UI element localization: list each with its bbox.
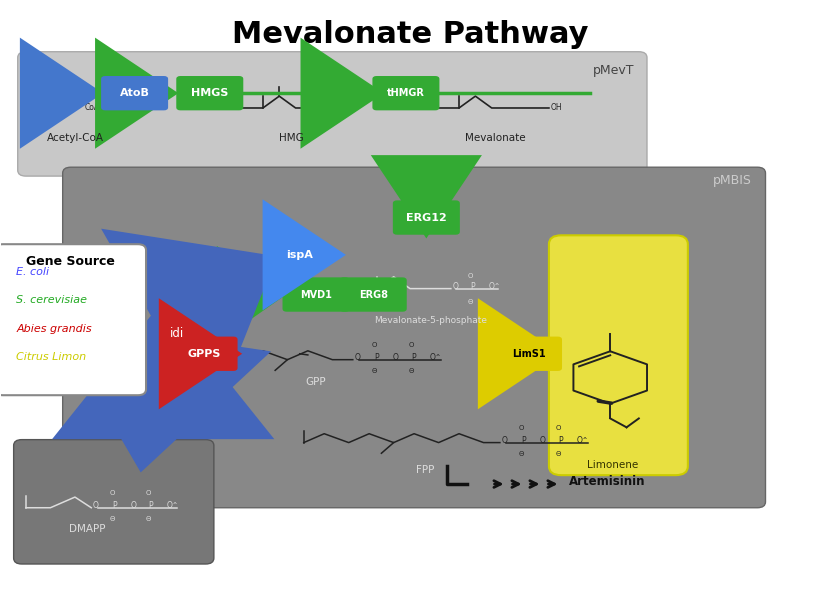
Text: O: O [555,425,561,431]
Text: O: O [170,285,176,295]
Text: HMG: HMG [278,133,304,143]
Text: Θ: Θ [110,516,115,522]
FancyBboxPatch shape [0,244,146,395]
Text: P: P [373,353,378,362]
Text: O: O [354,353,360,362]
Text: O: O [110,490,115,496]
Text: ispA: ispA [286,250,313,260]
Text: O: O [409,342,414,348]
Text: O⌃: O⌃ [488,283,500,292]
Text: GPP: GPP [305,377,326,387]
Text: Artemisinin: Artemisinin [568,475,645,487]
Text: P: P [411,353,416,362]
Text: OH: OH [550,104,562,112]
Text: tHMGR: tHMGR [387,88,424,98]
Text: ERG12: ERG12 [405,212,446,223]
Text: MVD1: MVD1 [300,290,332,299]
Text: CoA: CoA [329,107,345,115]
Text: P: P [148,501,153,510]
FancyBboxPatch shape [101,76,168,110]
Text: FPP: FPP [415,465,433,474]
Text: Θ: Θ [146,516,151,522]
FancyBboxPatch shape [548,235,687,475]
FancyBboxPatch shape [18,52,646,176]
FancyBboxPatch shape [283,277,349,312]
Text: pMBIS: pMBIS [712,174,751,187]
Text: O: O [467,273,473,278]
Text: Θ: Θ [148,302,153,308]
Text: S. cerevisiae: S. cerevisiae [16,295,87,305]
Text: IPP: IPP [112,318,128,328]
Text: Mevalonate: Mevalonate [465,133,526,143]
Text: CoA: CoA [84,104,100,112]
Text: O: O [188,274,192,280]
Text: HO: HO [416,101,428,109]
FancyBboxPatch shape [170,337,238,371]
Text: E. coli: E. coli [16,267,49,277]
Text: Θ: Θ [555,451,561,457]
FancyBboxPatch shape [62,167,765,508]
FancyBboxPatch shape [372,76,439,110]
Text: Θ: Θ [467,299,473,305]
Text: O: O [518,425,523,431]
Text: O: O [93,501,98,510]
Text: GPPS: GPPS [188,349,220,359]
Text: Θ: Θ [371,368,376,374]
Text: O: O [129,285,135,295]
Text: Abies grandis: Abies grandis [16,324,92,334]
Text: Acetyl-CoA: Acetyl-CoA [47,133,103,143]
Text: O: O [392,353,398,362]
Text: O⌃: O⌃ [576,436,588,444]
Text: Mevalonate-5-phosphate: Mevalonate-5-phosphate [373,317,486,325]
FancyBboxPatch shape [176,76,243,110]
Text: O⌃: O⌃ [166,501,179,510]
Text: O: O [130,501,136,510]
FancyBboxPatch shape [339,277,406,312]
Text: HO: HO [220,101,232,109]
Text: Θ: Θ [188,302,192,308]
FancyBboxPatch shape [392,201,459,234]
Text: Θ: Θ [409,368,414,374]
Text: LimS1: LimS1 [511,349,545,359]
Text: O: O [146,490,151,496]
Text: P: P [112,501,117,510]
Text: Mevalonate Pathway: Mevalonate Pathway [232,20,587,49]
Text: O: O [148,274,153,280]
Text: AtoB: AtoB [120,88,149,98]
Text: O⌃: O⌃ [429,353,441,362]
Text: Θ: Θ [518,451,523,457]
Text: P: P [190,285,195,295]
Text: Citrus Limon: Citrus Limon [16,352,86,362]
Text: O: O [539,436,545,444]
Text: idi: idi [170,327,184,340]
Text: P: P [470,283,474,292]
Text: Gene Source: Gene Source [25,255,115,268]
FancyBboxPatch shape [14,440,214,564]
Text: pMevT: pMevT [592,64,634,77]
Text: P: P [521,436,525,444]
Text: HMGS: HMGS [191,88,229,98]
Text: DMAPP: DMAPP [69,524,106,534]
FancyBboxPatch shape [495,337,561,371]
Text: O: O [452,283,458,292]
Text: O⌃: O⌃ [208,285,220,295]
Text: O: O [501,436,507,444]
Text: P: P [151,285,156,295]
Text: Limonene: Limonene [586,461,637,471]
Text: O: O [371,342,376,348]
Text: HO: HO [334,281,346,290]
Text: P: P [558,436,563,444]
Text: ERG8: ERG8 [358,290,387,299]
